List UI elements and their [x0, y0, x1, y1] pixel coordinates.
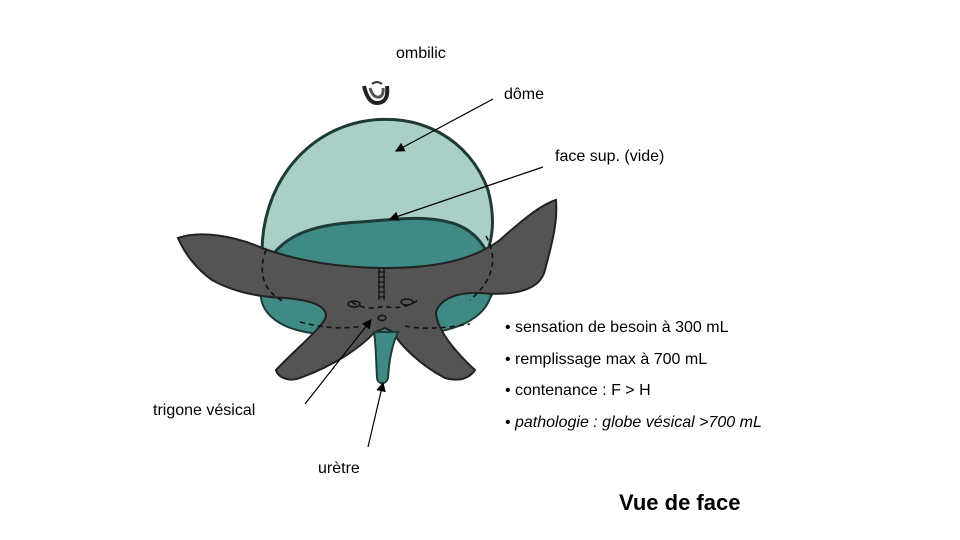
- dashed-contours: [261, 235, 494, 329]
- label-ombilic: ombilic: [396, 45, 446, 62]
- arrow-face-sup: [388, 166, 544, 221]
- bullet-item: • sensation de besoin à 300 mL: [505, 319, 729, 336]
- label-face-sup: face sup. (vide): [555, 148, 665, 165]
- label-trigone: trigone vésical: [153, 402, 256, 419]
- arrow-trigone: [304, 319, 372, 405]
- bullet-item: • pathologie : globe vésical >700 mL: [505, 413, 762, 431]
- arrow-uretre: [367, 381, 386, 448]
- label-uretre: urètre: [318, 460, 360, 477]
- bullet-item: • contenance : F > H: [505, 382, 651, 399]
- pelvic-floor-muscle: [176, 198, 558, 381]
- bullet-item: • remplissage max à 700 mL: [505, 350, 708, 368]
- arrow-dome: [394, 98, 494, 152]
- ureteric-orifices: [347, 298, 414, 322]
- label-dome: dôme: [504, 86, 545, 103]
- info-bullet-list: • sensation de besoin à 300 mL • remplissa…: [505, 318, 762, 444]
- urethra-shape: [372, 331, 400, 385]
- view-title: Vue de face: [619, 490, 741, 515]
- umbilicus-shape: [362, 81, 390, 106]
- median-raphe: [378, 268, 385, 300]
